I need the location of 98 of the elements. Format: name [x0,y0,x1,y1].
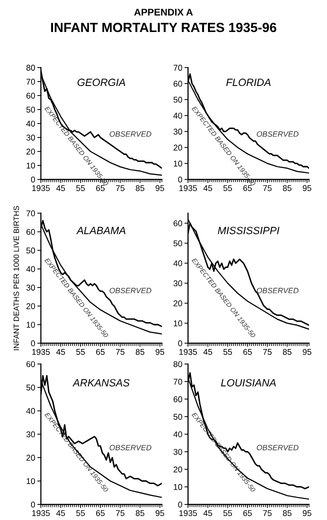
x-tick-label: 75 [263,349,272,355]
y-tick-label: 50 [26,384,35,390]
x-tick-label: 65 [96,348,105,355]
y-tick-label: 20 [174,300,182,306]
x-tick-label: 95 [302,348,312,355]
y-tick-label: 60 [26,92,35,99]
y-tick-label: 10 [174,484,182,490]
y-tick-label: 60 [174,80,182,87]
y-tick-label: 60 [174,220,182,226]
x-tick-label: 45 [56,510,65,516]
x-tick-label: 75 [116,349,124,355]
x-tick-label: 55 [76,510,85,516]
y-tick-label: 40 [26,408,35,414]
y-tick-label: 10 [26,478,35,484]
text: MISSISSIPPI [218,226,280,234]
y-tick-label: 50 [174,414,182,420]
x-tick-label: 55 [223,349,232,355]
x-tick-label: 55 [223,510,232,516]
x-tick-label: 85 [282,185,292,192]
y-tick-label: 50 [26,248,35,254]
x-tick-label: 1935 [179,185,197,192]
y-tick-label: 40 [173,112,182,119]
x-tick-label: 55 [223,185,232,192]
y-tick-label: 20 [26,454,35,461]
x-tick-label: 1935 [179,348,197,355]
text: INFANT MORTALITY RATES 1935-96 [51,22,276,32]
x-tick-label: 95 [156,185,164,192]
y-tick-label: 0 [178,502,182,508]
y-tick-label: 20 [26,148,35,155]
x-tick-label: 45 [203,185,212,192]
y-tick-label: 60 [26,228,35,235]
x-tick-label: 1935 [179,510,197,516]
y-tick-label: 40 [173,431,182,438]
x-tick-label: 85 [136,185,144,192]
x-tick-label: 75 [263,510,272,516]
y-tick-label: 10 [26,322,35,328]
y-tick-label: 20 [174,144,182,151]
x-tick-label: 75 [263,185,272,192]
x-tick-label: 1935 [32,510,50,516]
x-tick-label: 1935 [32,348,50,355]
x-tick-label: 1935 [32,185,50,192]
x-tick-label: 85 [282,348,292,355]
y-tick-label: 30 [174,448,182,455]
x-tick-label: 95 [302,185,312,192]
x-tick-label: 85 [136,510,144,516]
y-tick-label: 10 [174,160,182,167]
y-tick-label: 60 [174,396,182,402]
x-tick-label: 65 [96,185,105,192]
y-tick-label: 70 [26,78,35,85]
y-tick-label: 80 [26,64,35,71]
y-tick-label: 0 [178,340,182,346]
y-tick-label: 50 [26,106,35,113]
y-tick-label: 30 [26,134,35,141]
text: FLORIDA [226,78,271,86]
y-tick-label: 0 [31,340,35,346]
x-tick-label: 85 [282,510,292,516]
x-tick-label: 95 [302,510,312,516]
text: ARKANSAS [72,379,130,386]
x-tick-label: 75 [116,510,124,516]
y-tick-label: 10 [174,320,182,326]
y-tick-label: 30 [26,431,35,438]
y-tick-label: 70 [174,64,182,71]
y-tick-label: 40 [173,260,182,266]
text: LOUISIANA [221,379,276,386]
x-tick-label: 45 [203,349,212,355]
x-tick-label: 75 [116,185,124,192]
x-tick-label: 65 [243,510,252,516]
text: GEORGIA [78,78,126,86]
x-tick-label: 85 [136,348,144,355]
x-tick-label: 65 [243,348,252,355]
x-tick-label: 65 [243,185,252,192]
x-tick-label: 95 [156,510,164,516]
y-tick-label: 0 [31,502,35,508]
y-tick-label: 20 [174,466,182,472]
y-tick-label: 60 [26,361,35,368]
y-tick-label: 70 [174,378,182,385]
y-tick-label: 40 [26,120,35,127]
y-tick-label: 70 [26,210,35,216]
y-tick-label: 20 [26,303,35,310]
y-tick-label: 40 [26,266,35,272]
y-tick-label: 30 [26,284,35,291]
y-tick-label: 0 [31,176,35,182]
text: ALABAMA [76,226,126,234]
x-tick-label: 95 [156,348,164,355]
y-tick-label: 50 [174,240,182,246]
x-tick-label: 55 [76,185,85,192]
x-tick-label: 45 [56,185,65,192]
y-tick-label: 50 [174,96,182,103]
y-tick-label: 10 [26,162,35,169]
y-tick-label: 0 [178,176,182,182]
text: APPENDIX A [134,8,193,16]
y-tick-label: 30 [174,128,182,135]
x-tick-label: 65 [96,510,105,516]
x-tick-label: 55 [76,349,85,355]
x-tick-label: 45 [56,349,65,355]
y-tick-label: 30 [174,280,182,286]
x-tick-label: 45 [203,510,212,516]
y-tick-label: 80 [174,361,182,368]
